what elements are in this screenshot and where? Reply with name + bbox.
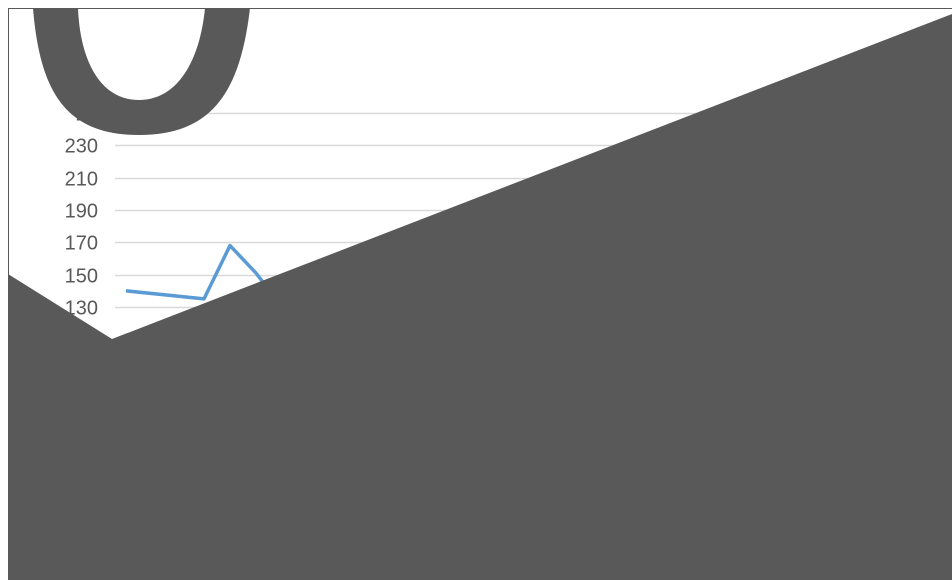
y-tick-label: 150 bbox=[65, 266, 98, 288]
y-tick-label: 170 bbox=[65, 233, 98, 255]
overlay-ring-shape bbox=[33, 8, 250, 135]
y-tick-label: 210 bbox=[65, 169, 98, 191]
overlay-wedge-shape bbox=[8, 14, 952, 580]
y-tick-label: 130 bbox=[65, 298, 98, 320]
y-axis-ticks: 25230210190170150130 bbox=[65, 104, 98, 320]
y-tick-label: 190 bbox=[65, 201, 98, 223]
y-tick-label: 230 bbox=[65, 136, 98, 158]
